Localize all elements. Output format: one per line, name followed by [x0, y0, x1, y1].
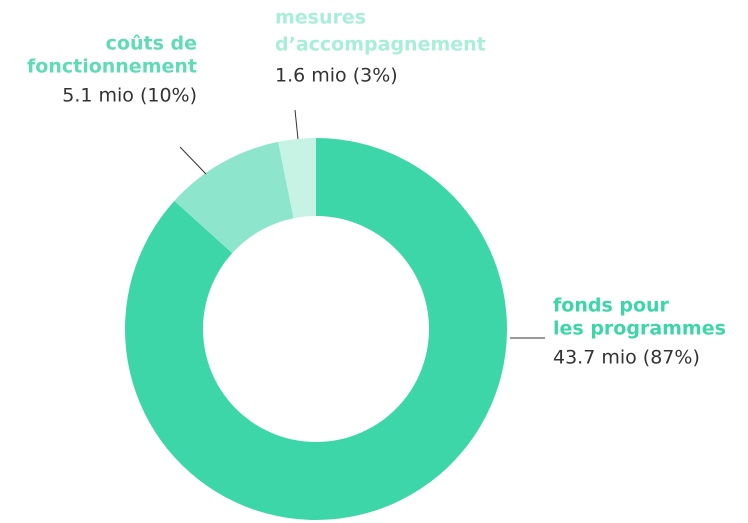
donut-slice	[124, 138, 508, 520]
slice-label: d’accompagnement	[275, 34, 486, 56]
slice-label: fonctionnement	[27, 56, 197, 78]
value-label: 43.7 mio (87%)	[553, 347, 700, 369]
donut-slice	[174, 141, 294, 254]
leader-line	[179, 146, 207, 175]
slice-label: fonds pour	[553, 295, 670, 317]
donut-slice	[278, 138, 316, 219]
value-label: 1.6 mio (3%)	[275, 65, 398, 87]
slice-label: mesures	[275, 7, 366, 29]
value-label: 5.1 mio (10%)	[62, 85, 197, 107]
slice-label: les programmes	[553, 318, 726, 340]
slice-label: coûts de	[106, 33, 197, 55]
leader-line	[294, 109, 299, 140]
